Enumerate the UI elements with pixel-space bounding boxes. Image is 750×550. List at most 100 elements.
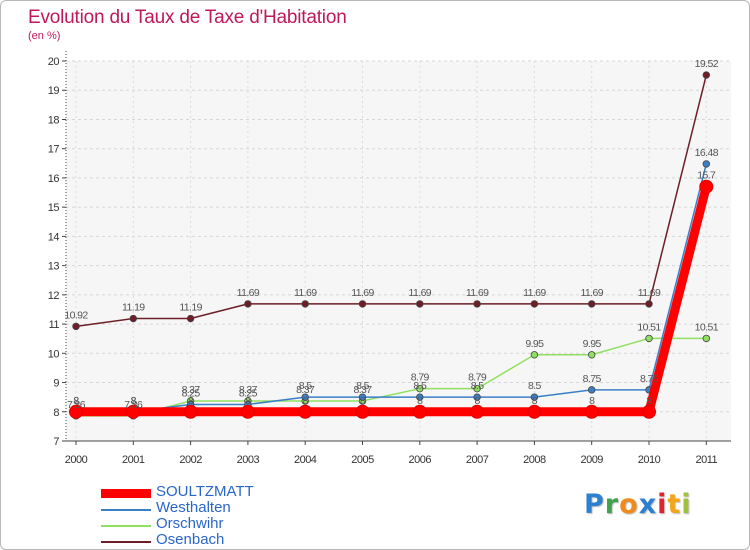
y-tick-label: 10 bbox=[48, 348, 60, 360]
data-label-westhalten: 8.75 bbox=[640, 373, 659, 385]
logo-letter: i bbox=[681, 489, 692, 520]
data-point-westhalten bbox=[530, 393, 539, 401]
data-label-soultzmatt: 15.7 bbox=[697, 170, 716, 182]
data-point-westhalten bbox=[702, 160, 710, 168]
y-tick-label: 12 bbox=[48, 290, 60, 302]
y-tick-label: 15 bbox=[48, 202, 60, 214]
y-tick-label: 16 bbox=[48, 173, 60, 185]
data-label-soultzmatt: 8 bbox=[474, 395, 480, 407]
data-label-westhalten: 8.5 bbox=[356, 380, 370, 392]
data-point-osenbach bbox=[358, 300, 367, 308]
data-point-orschwihr bbox=[702, 334, 710, 343]
y-tick-label: 11 bbox=[49, 319, 60, 331]
x-tick-label: 2003 bbox=[237, 454, 260, 466]
data-label-orschwihr: 8.79 bbox=[411, 372, 430, 384]
data-point-soultzmatt bbox=[126, 404, 141, 419]
data-point-osenbach bbox=[645, 300, 653, 308]
legend-label-orschwihr: Orschwihr bbox=[156, 515, 224, 532]
y-tick-label: 19 bbox=[48, 85, 60, 97]
data-label-osenbach: 11.69 bbox=[409, 287, 432, 299]
data-point-osenbach bbox=[301, 300, 309, 308]
data-point-osenbach bbox=[186, 314, 195, 323]
logo-letter: P bbox=[584, 489, 605, 520]
chart-title: Evolution du Taux de Taxe d'Habitation bbox=[28, 7, 347, 28]
data-point-osenbach bbox=[416, 300, 424, 308]
data-label-orschwihr: 8.37 bbox=[239, 384, 258, 396]
data-point-soultzmatt bbox=[240, 404, 255, 419]
data-label-soultzmatt: 8 bbox=[188, 395, 194, 407]
data-label-osenbach: 11.19 bbox=[179, 302, 202, 314]
data-label-westhalten: 8 bbox=[73, 395, 79, 407]
legend-item-soultzmatt: SOULTZMATT bbox=[101, 483, 351, 502]
y-tick-label: 18 bbox=[48, 114, 60, 126]
data-label-osenbach: 11.69 bbox=[294, 287, 317, 299]
data-point-soultzmatt bbox=[584, 404, 599, 419]
data-label-soultzmatt: 8 bbox=[360, 395, 366, 407]
data-label-orschwihr: 8.37 bbox=[353, 384, 372, 396]
data-point-soultzmatt bbox=[355, 404, 370, 419]
y-tick-label: 17 bbox=[48, 144, 60, 156]
data-label-osenbach: 11.69 bbox=[580, 287, 603, 299]
x-tick-label: 2004 bbox=[294, 454, 317, 466]
data-label-soultzmatt: 8 bbox=[589, 395, 595, 407]
legend-swatch-westhalten bbox=[101, 509, 151, 511]
data-label-westhalten: 8.25 bbox=[239, 387, 258, 399]
data-label-osenbach: 11.69 bbox=[523, 287, 546, 299]
data-point-orschwihr bbox=[645, 334, 653, 343]
legend-item-osenbach: Osenbach bbox=[101, 531, 351, 549]
data-label-osenbach: 11.19 bbox=[122, 302, 145, 314]
y-tick-label: 20 bbox=[48, 56, 60, 68]
legend-swatch-soultzmatt bbox=[101, 489, 151, 498]
data-label-soultzmatt: 8 bbox=[532, 395, 538, 407]
data-label-westhalten: 8.5 bbox=[471, 380, 485, 392]
data-point-osenbach bbox=[244, 300, 252, 308]
data-point-osenbach bbox=[129, 314, 137, 323]
plot-area bbox=[66, 61, 731, 441]
legend-swatch-osenbach bbox=[101, 541, 151, 543]
legend-item-westhalten: Westhalten bbox=[101, 499, 351, 518]
data-label-osenbach: 11.69 bbox=[237, 287, 260, 299]
legend-label-soultzmatt: SOULTZMATT bbox=[156, 483, 254, 500]
data-label-westhalten: 8.5 bbox=[528, 380, 542, 392]
data-label-westhalten: 8.5 bbox=[413, 380, 427, 392]
data-point-westhalten bbox=[416, 393, 424, 401]
logo-letter: i bbox=[657, 489, 668, 520]
x-tick-label: 2000 bbox=[65, 454, 88, 466]
x-tick-label: 2005 bbox=[351, 454, 374, 466]
data-point-orschwihr bbox=[530, 351, 539, 359]
x-tick-label: 2009 bbox=[580, 454, 603, 466]
data-point-soultzmatt bbox=[183, 404, 198, 419]
data-label-osenbach: 10.92 bbox=[64, 309, 88, 321]
x-tick-label: 2007 bbox=[466, 454, 489, 466]
data-point-osenbach bbox=[702, 71, 710, 79]
data-label-orschwihr: 9.95 bbox=[583, 338, 602, 350]
data-label-orschwihr: 10.51 bbox=[695, 321, 719, 333]
y-tick-label: 7 bbox=[53, 436, 59, 448]
data-label-orschwihr: 8.37 bbox=[296, 384, 315, 396]
x-tick-label: 2008 bbox=[523, 454, 546, 466]
data-label-osenbach: 11.69 bbox=[638, 287, 661, 299]
data-point-soultzmatt bbox=[642, 404, 656, 419]
y-tick-label: 8 bbox=[53, 407, 59, 419]
legend-item-orschwihr: Orschwihr bbox=[101, 515, 351, 534]
data-point-soultzmatt bbox=[412, 404, 427, 419]
data-point-westhalten bbox=[301, 393, 309, 401]
chart-subtitle: (en %) bbox=[28, 30, 61, 42]
data-label-soultzmatt: 8 bbox=[131, 395, 137, 407]
y-tick-label: 9 bbox=[53, 378, 59, 390]
data-label-osenbach: 19.52 bbox=[695, 58, 719, 70]
data-label-osenbach: 11.69 bbox=[466, 287, 489, 299]
data-label-soultzmatt: 8 bbox=[646, 395, 652, 407]
data-label-westhalten: 8.25 bbox=[182, 387, 201, 399]
logo-letter: o bbox=[619, 489, 639, 520]
data-point-soultzmatt bbox=[699, 179, 714, 194]
proxiti-logo: Proxiti bbox=[584, 489, 692, 520]
data-point-osenbach bbox=[473, 300, 481, 308]
x-tick-label: 2002 bbox=[179, 454, 202, 466]
data-point-orschwihr bbox=[588, 351, 596, 359]
series-line-osenbach bbox=[75, 74, 708, 328]
x-tick-label: 2006 bbox=[409, 454, 432, 466]
data-label-orschwihr: 7.86 bbox=[67, 399, 86, 411]
